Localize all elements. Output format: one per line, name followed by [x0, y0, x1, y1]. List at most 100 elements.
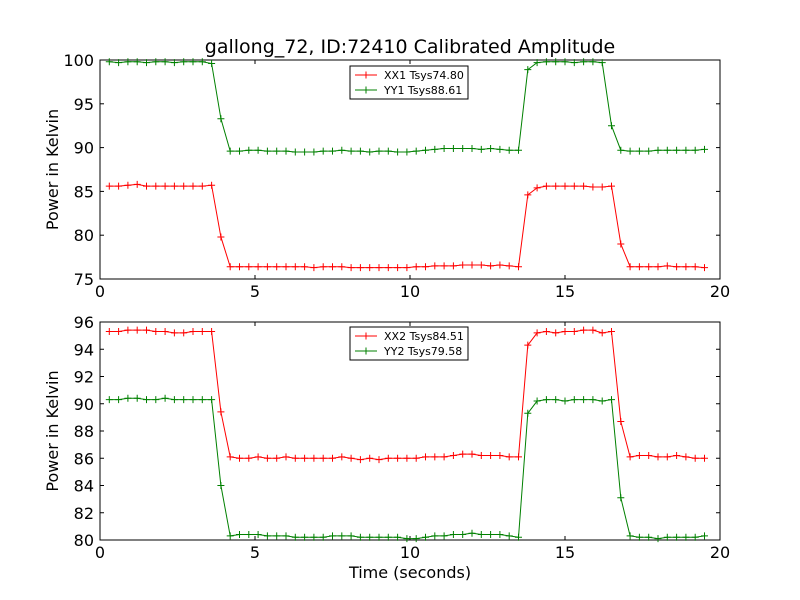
- plot2-series-1-point-7: [170, 329, 178, 337]
- plot2-series-2-point-45: [524, 409, 532, 417]
- plot2-series-1-point-6: [161, 328, 169, 336]
- plot2-series-1-point-3: [133, 326, 141, 334]
- plot2-series-2-point-51: [580, 396, 588, 404]
- plot2-series-1-point-57: [635, 452, 643, 460]
- plot2-series-1-point-13: [226, 453, 234, 461]
- plot2-series-1-point-48: [552, 329, 560, 337]
- plot1-series-1-point-1: [115, 182, 123, 190]
- plot1-series-1-point-53: [598, 183, 606, 191]
- plot2-series-2-point-44: [515, 533, 522, 541]
- plot1-series-1-point-45: [524, 191, 532, 199]
- plot1-series-1-point-20: [291, 263, 299, 271]
- plot2-series-2-point-14: [236, 531, 243, 539]
- plot1-series-1-point-7: [170, 182, 178, 190]
- plot2-series-2-point-32: [403, 535, 411, 543]
- plot2-series-2-point-58: [645, 533, 653, 541]
- plot1-series-2-point-60: [663, 146, 671, 154]
- plot2-series-1-point-23: [319, 454, 327, 462]
- plot2-series-1-point-16: [254, 453, 262, 461]
- plot1-series-2-point-51: [580, 58, 588, 66]
- plot1-series-2-point-1: [115, 59, 123, 67]
- plot2-series-2-point-41: [487, 531, 495, 539]
- plot1-series-1-point-31: [394, 264, 402, 272]
- plot2-series-1-point-50: [570, 328, 578, 336]
- plot1-x-tick-label-3: 15: [555, 282, 575, 301]
- plot2-series-2-point-5: [152, 396, 160, 404]
- plot1-series-2-point-34: [422, 146, 429, 154]
- plot2-series-2-point-13: [226, 532, 234, 540]
- plot2-series-2-point-55: [617, 494, 625, 502]
- plot1-series-1-point-42: [496, 261, 504, 269]
- plot1-series-2-point-0: [105, 58, 113, 66]
- plot1-series-2-point-24: [329, 147, 336, 155]
- plot1-series-2-point-45: [524, 66, 532, 74]
- plot2-series-2-point-38: [459, 531, 467, 539]
- plot1-series-1-point-48: [552, 182, 560, 190]
- plot2-series-2-point-43: [505, 532, 513, 540]
- plot1-y-tick-label-2: 85: [74, 182, 94, 201]
- plot2-series-1-point-0: [105, 328, 113, 336]
- plot1-series-2-point-4: [143, 59, 150, 67]
- plot1-x-tick-label-0: 0: [95, 282, 105, 301]
- plot1-series-1-point-37: [449, 262, 457, 270]
- plot1-series-2-point-17: [263, 147, 271, 155]
- plot2-series-1-point-26: [347, 454, 355, 462]
- plot1-series-1-point-34: [422, 263, 429, 271]
- plot2-series-1-point-27: [356, 456, 364, 464]
- plot2-series-2-point-59: [654, 535, 662, 543]
- plot1-series-1-point-62: [682, 263, 690, 271]
- plot2-series-2-point-10: [198, 396, 206, 404]
- plot2-series-2-point-50: [570, 396, 578, 404]
- plot1-series-2-point-46: [533, 59, 541, 67]
- plot2-series-2-point-36: [440, 532, 448, 540]
- plot1-series-2-point-40: [477, 145, 485, 153]
- plot2-series-1-point-36: [440, 453, 448, 461]
- plot1-series-2-point-64: [701, 145, 708, 153]
- plot1-series-1-point-12: [217, 233, 225, 241]
- plot2-series-1-point-22: [310, 454, 318, 462]
- plot1-series-2-point-8: [180, 58, 188, 66]
- plot2-series-1-point-43: [505, 453, 513, 461]
- plot2-series-1-point-45: [524, 341, 532, 349]
- plot2-series-2-point-11: [208, 396, 216, 404]
- plot1-series-1-point-61: [673, 263, 681, 271]
- plot2-series-1-point-62: [682, 453, 690, 461]
- plot1-legend-marker-1: [362, 71, 370, 79]
- plot2-series-2-point-37: [449, 531, 457, 539]
- plot1-series-1-point-51: [580, 182, 588, 190]
- plot2-series-1-point-31: [394, 454, 402, 462]
- plot1-series-2-point-55: [617, 146, 625, 154]
- plot2-series-2-point-4: [143, 396, 150, 404]
- plot2-series-1-point-19: [282, 453, 290, 461]
- plot2-series-1-point-44: [515, 453, 522, 461]
- plot1-y-tick-label-1: 80: [74, 226, 94, 245]
- plot2-y-tick-label-8: 96: [74, 313, 94, 332]
- plot2-series-1-point-34: [422, 453, 429, 461]
- plot1-series-2-point-27: [356, 147, 364, 155]
- plot1-series-2-point-7: [170, 59, 178, 67]
- plot2-x-tick-label-1: 5: [250, 543, 260, 562]
- plot2-series-2-point-47: [542, 396, 550, 404]
- plot1-legend-marker-2: [362, 86, 370, 94]
- plot2-series-2-point-2: [124, 394, 132, 402]
- plot1-series-1-point-24: [329, 263, 336, 271]
- plot1-series-1-point-56: [626, 263, 634, 271]
- plot1-series-2-point-11: [208, 60, 216, 68]
- plot1-series-1-point-46: [533, 184, 541, 192]
- plot1-series-1-point-16: [254, 263, 262, 271]
- plot2-series-2-point-62: [682, 533, 690, 541]
- plot1-series-2-point-37: [449, 144, 457, 152]
- plot2-series-1-point-46: [533, 329, 541, 337]
- plot2-x-tick-label-0: 0: [95, 543, 105, 562]
- plot2-series-1-point-59: [654, 453, 662, 461]
- plot2-series-1-point-64: [701, 454, 708, 462]
- plot2-series-1-point-2: [124, 326, 132, 334]
- plot1-series-1-point-15: [245, 263, 253, 271]
- plot2-series-1-point-56: [626, 453, 634, 461]
- plot1-series-2-point-53: [598, 59, 606, 67]
- plot2-y-tick-label-3: 86: [74, 449, 94, 468]
- plot1-series-1-point-22: [310, 264, 318, 272]
- plot1-series-1-point-13: [226, 263, 234, 271]
